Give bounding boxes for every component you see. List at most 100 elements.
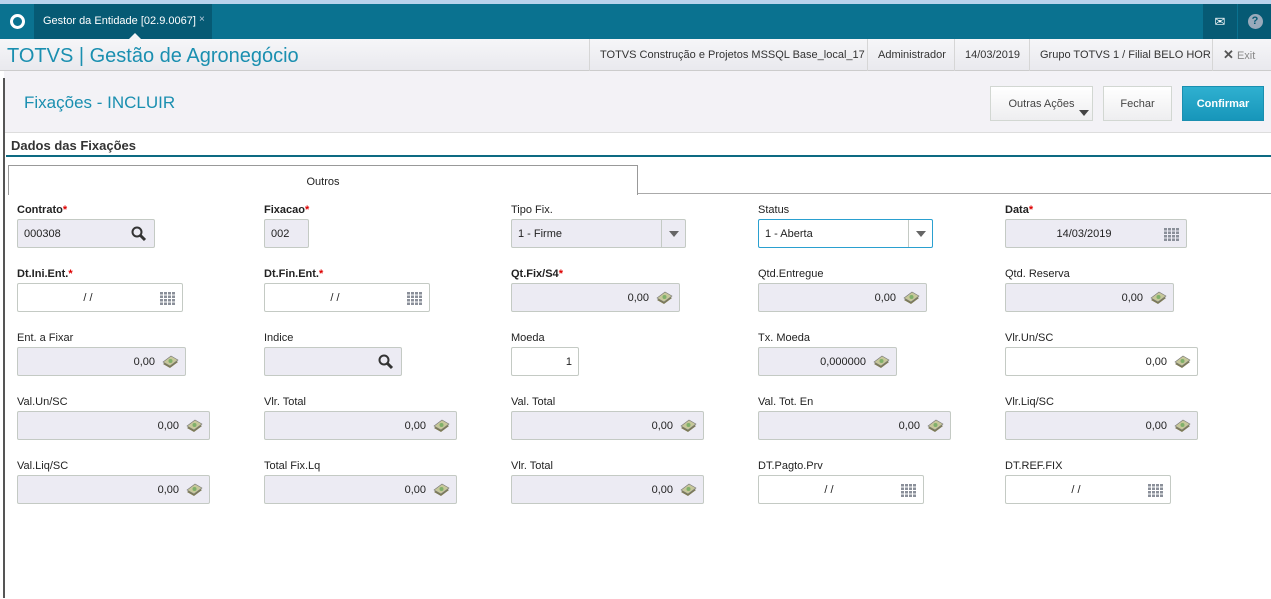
required-marker: * xyxy=(319,268,324,280)
calculator-icon[interactable] xyxy=(432,417,450,435)
field-label: Data* xyxy=(1005,204,1033,216)
chevron-down-icon[interactable] xyxy=(908,220,932,247)
calculator-icon[interactable] xyxy=(902,289,920,307)
calendar-icon[interactable] xyxy=(899,481,917,499)
input-vlr-total[interactable]: 0,00 xyxy=(264,411,457,440)
calculator-icon[interactable] xyxy=(432,481,450,499)
field-value: / / xyxy=(330,292,340,304)
field-label: Fixacao* xyxy=(264,204,309,216)
label-text: Qtd.Entregue xyxy=(758,268,824,280)
label-text: DT.REF.FIX xyxy=(1005,460,1063,472)
input-dt-ini-ent[interactable]: / / xyxy=(17,283,183,312)
branch-info: Grupo TOTVS 1 / Filial BELO HOR xyxy=(1029,39,1221,71)
input-qt-fix-s4[interactable]: 0,00 xyxy=(511,283,680,312)
label-text: Vlr. Total xyxy=(511,460,553,472)
input-contrato[interactable]: 000308 xyxy=(17,219,155,248)
calculator-icon[interactable] xyxy=(679,417,697,435)
search-icon[interactable] xyxy=(377,353,395,371)
input-vlr-total[interactable]: 0,00 xyxy=(511,475,704,504)
field-value: 0,00 xyxy=(627,292,649,304)
field-value: 0,00 xyxy=(898,420,920,432)
search-icon[interactable] xyxy=(130,225,148,243)
select-status[interactable]: 1 - Aberta xyxy=(758,219,933,248)
window-top-strip xyxy=(0,0,1271,4)
field-value: 1 - Aberta xyxy=(765,228,813,240)
input-dt-fin-ent[interactable]: / / xyxy=(264,283,430,312)
calculator-icon[interactable] xyxy=(161,353,179,371)
input-ent-a-fixar[interactable]: 0,00 xyxy=(17,347,186,376)
other-actions-label: Outras Ações xyxy=(1008,97,1075,110)
close-tab-icon[interactable]: × xyxy=(199,14,205,25)
label-text: Dt.Fin.Ent. xyxy=(264,268,319,280)
label-text: Total Fix.Lq xyxy=(264,460,321,472)
tab-gestor-entidade[interactable]: Gestor da Entidade [02.9.0067] × xyxy=(34,4,212,39)
field-value: 0,00 xyxy=(1145,356,1167,368)
field-label: Total Fix.Lq xyxy=(264,460,320,472)
input-dt-pagto-prv[interactable]: / / xyxy=(758,475,924,504)
input-tx-moeda[interactable]: 0,000000 xyxy=(758,347,897,376)
field-value: 0,000000 xyxy=(820,356,866,368)
label-text: Indice xyxy=(264,332,294,344)
input-val-un-sc[interactable]: 0,00 xyxy=(17,411,210,440)
field-label: Tx. Moeda xyxy=(758,332,810,344)
input-data[interactable]: 14/03/2019 xyxy=(1005,219,1187,248)
calculator-icon[interactable] xyxy=(872,353,890,371)
input-total-fix-lq[interactable]: 0,00 xyxy=(264,475,457,504)
calculator-icon[interactable] xyxy=(1149,289,1167,307)
field-label: Contrato* xyxy=(17,204,67,216)
field-value: 0,00 xyxy=(133,356,155,368)
section-title: Dados das Fixações xyxy=(11,138,136,153)
calculator-icon[interactable] xyxy=(1173,353,1191,371)
required-marker: * xyxy=(1028,204,1034,216)
label-text: Dt.Ini.Ent. xyxy=(17,268,69,280)
required-marker: * xyxy=(304,204,310,216)
page-titlebar: Fixações - INCLUIR Outras Ações Fechar C… xyxy=(4,71,1271,133)
tab-bar: Gestor da Entidade [02.9.0067] × ✉ ? xyxy=(0,4,1271,39)
input-vlr-un-sc[interactable]: 0,00 xyxy=(1005,347,1198,376)
input-vlr-liq-sc[interactable]: 0,00 xyxy=(1005,411,1198,440)
label-text: Val. Tot. En xyxy=(758,396,814,408)
date-info: 14/03/2019 xyxy=(954,39,1030,71)
field-label: Vlr. Total xyxy=(264,396,306,408)
calculator-icon[interactable] xyxy=(655,289,673,307)
calendar-icon[interactable] xyxy=(1146,481,1164,499)
calculator-icon[interactable] xyxy=(926,417,944,435)
user-info: Administrador xyxy=(867,39,956,71)
label-text: Vlr.Liq/SC xyxy=(1005,396,1054,408)
calendar-icon[interactable] xyxy=(158,289,176,307)
select-tipo-fix[interactable]: 1 - Firme xyxy=(511,219,686,248)
input-qtd-reserva[interactable]: 0,00 xyxy=(1005,283,1174,312)
close-button[interactable]: Fechar xyxy=(1103,86,1172,121)
calendar-icon[interactable] xyxy=(1162,225,1180,243)
field-value: / / xyxy=(824,484,834,496)
calculator-icon[interactable] xyxy=(679,481,697,499)
field-label: Dt.Ini.Ent.* xyxy=(17,268,73,280)
field-value: 1 xyxy=(565,356,572,368)
exit-label: Exit xyxy=(1236,50,1256,62)
calculator-icon[interactable] xyxy=(185,417,203,435)
input-fixacao[interactable]: 002 xyxy=(264,219,309,248)
input-val-liq-sc[interactable]: 0,00 xyxy=(17,475,210,504)
field-label: Moeda xyxy=(511,332,545,344)
help-icon[interactable]: ? xyxy=(1238,4,1271,39)
page-title: Fixações - INCLUIR xyxy=(24,93,176,112)
input-qtd-entregue[interactable]: 0,00 xyxy=(758,283,927,312)
exit-button[interactable]: ✕ Exit xyxy=(1212,39,1265,71)
field-label: Val.Liq/SC xyxy=(17,460,68,472)
input-dt-ref-fix[interactable]: / / xyxy=(1005,475,1171,504)
label-text: Vlr.Un/SC xyxy=(1005,332,1054,344)
input-val-total[interactable]: 0,00 xyxy=(511,411,704,440)
calculator-icon[interactable] xyxy=(185,481,203,499)
confirm-button[interactable]: Confirmar xyxy=(1182,86,1264,121)
input-indice[interactable] xyxy=(264,347,402,376)
tab-outros[interactable]: Outros xyxy=(8,165,638,195)
logo-icon[interactable] xyxy=(0,4,34,39)
input-val-tot-en[interactable]: 0,00 xyxy=(758,411,951,440)
chevron-down-icon[interactable] xyxy=(661,220,685,247)
input-moeda[interactable]: 1 xyxy=(511,347,579,376)
section-divider xyxy=(6,155,1271,157)
other-actions-button[interactable]: Outras Ações xyxy=(990,86,1093,121)
calculator-icon[interactable] xyxy=(1173,417,1191,435)
calendar-icon[interactable] xyxy=(405,289,423,307)
mail-icon[interactable]: ✉ xyxy=(1203,4,1237,39)
